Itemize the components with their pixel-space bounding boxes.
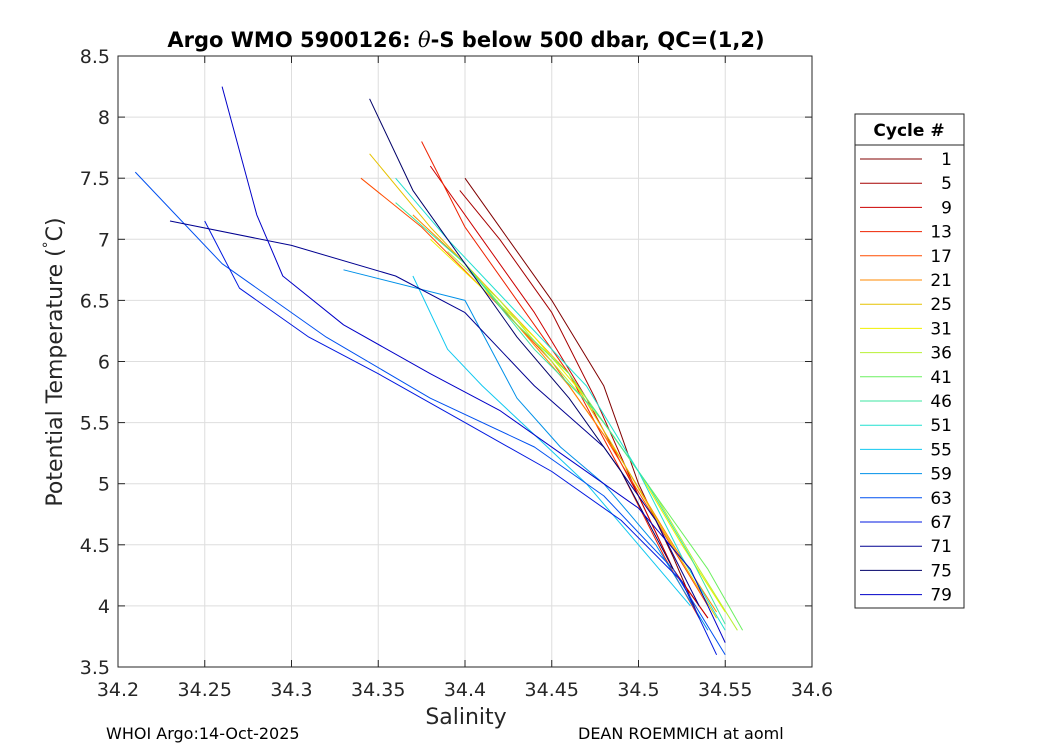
series-line-cycle-5 xyxy=(459,190,709,619)
y-tick-label: 5 xyxy=(98,474,110,496)
x-tick-label: 34.25 xyxy=(178,679,232,701)
legend-title: Cycle # xyxy=(873,121,944,141)
axis-ticks: 34.2 34.25 34.3 34.35 34.4 34.45 34.5 34.55 34.6… xyxy=(80,46,833,701)
legend-label-21: 21 xyxy=(930,271,952,291)
legend-label-17: 17 xyxy=(930,247,952,267)
legend-label-5: 5 xyxy=(941,174,952,194)
legend: Cycle # 15913172125313641465155596367717… xyxy=(854,113,965,609)
legend-label-79: 79 xyxy=(930,586,952,606)
legend-label-55: 55 xyxy=(930,440,952,460)
y-tick-label: 4.5 xyxy=(80,535,110,557)
series-line-cycle-67 xyxy=(204,220,718,656)
footer-left-text: WHOI Argo:14-Oct-2025 xyxy=(106,724,300,743)
footer-right-text: DEAN ROEMMICH at aoml xyxy=(578,724,784,743)
y-label-degree: ° xyxy=(41,241,57,248)
series-line-cycle-63 xyxy=(134,171,726,656)
y-tick-label: 6 xyxy=(98,352,110,374)
x-tick-label: 34.4 xyxy=(444,679,486,701)
x-tick-label: 34.3 xyxy=(270,679,312,701)
title-theta: θ xyxy=(418,28,431,52)
legend-label-9: 9 xyxy=(941,198,952,218)
y-tick-label: 6.5 xyxy=(80,290,110,312)
x-axis-label: Salinity xyxy=(425,705,506,730)
legend-label-67: 67 xyxy=(930,513,952,533)
series-line-cycle-1 xyxy=(464,177,700,619)
x-tick-label: 34.6 xyxy=(791,679,833,701)
x-tick-label: 34.35 xyxy=(351,679,405,701)
y-tick-label: 4 xyxy=(98,596,110,618)
legend-label-31: 31 xyxy=(930,319,952,339)
series-line-cycle-17 xyxy=(360,177,709,607)
grid-lines xyxy=(117,55,813,668)
legend-label-46: 46 xyxy=(930,392,952,412)
legend-label-75: 75 xyxy=(930,561,952,581)
x-tick-label: 34.55 xyxy=(698,679,752,701)
legend-label-13: 13 xyxy=(930,223,952,243)
legend-label-51: 51 xyxy=(930,416,952,436)
series-layer xyxy=(134,86,744,656)
series-line-cycle-75 xyxy=(369,98,674,570)
series-line-cycle-9 xyxy=(429,165,709,619)
legend-label-25: 25 xyxy=(930,295,952,315)
legend-label-59: 59 xyxy=(930,465,952,485)
x-tick-label: 34.5 xyxy=(617,679,659,701)
y-tick-label: 8.5 xyxy=(80,46,110,68)
legend-box xyxy=(854,113,965,609)
legend-label-1: 1 xyxy=(941,150,952,170)
y-tick-label: 8 xyxy=(98,107,110,129)
legend-label-41: 41 xyxy=(930,368,952,388)
y-label-part-2: C) xyxy=(43,217,68,241)
title-part-1: Argo WMO 5900126: xyxy=(167,28,418,52)
x-tick-label: 34.45 xyxy=(525,679,579,701)
legend-label-71: 71 xyxy=(930,537,952,557)
series-line-cycle-46 xyxy=(395,202,726,625)
y-axis-label: Potential Temperature (°C) xyxy=(41,217,68,506)
chart-title: Argo WMO 5900126: θ-S below 500 dbar, QC… xyxy=(167,28,764,52)
legend-label-63: 63 xyxy=(930,489,952,509)
series-line-cycle-59 xyxy=(343,269,709,631)
legend-label-36: 36 xyxy=(930,344,952,364)
y-tick-label: 3.5 xyxy=(80,657,110,679)
y-tick-label: 7.5 xyxy=(80,168,110,190)
title-part-2: -S below 500 dbar, QC=(1,2) xyxy=(431,28,765,52)
x-tick-label: 34.2 xyxy=(97,679,139,701)
series-line-cycle-79 xyxy=(221,86,726,643)
y-tick-label: 5.5 xyxy=(80,413,110,435)
y-label-part-1: Potential Temperature ( xyxy=(43,248,68,506)
y-tick-label: 7 xyxy=(98,229,110,251)
series-line-cycle-36 xyxy=(447,251,738,631)
series-line-cycle-71 xyxy=(169,220,700,607)
